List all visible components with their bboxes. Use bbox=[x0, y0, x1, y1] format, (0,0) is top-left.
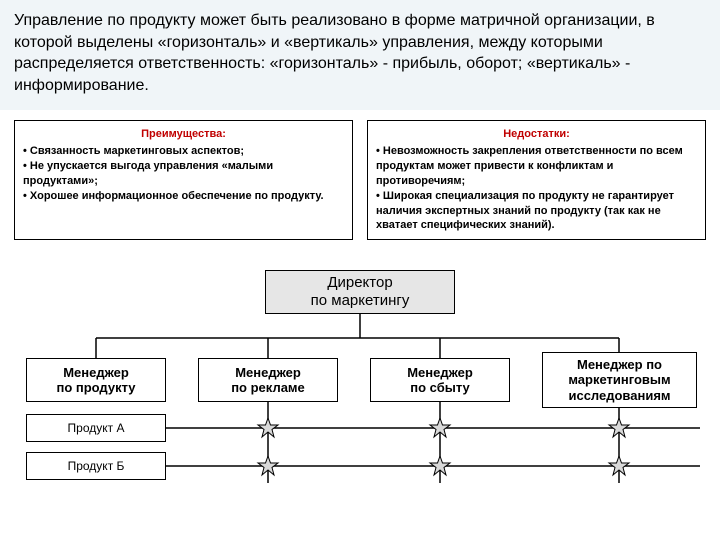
list-item: Хорошее информационное обеспечение по пр… bbox=[23, 189, 344, 204]
product-label: Продукт Б bbox=[68, 459, 125, 473]
manager-label: Менеджер по сбыту bbox=[407, 365, 473, 396]
list-item: Связанность маркетинговых аспектов; bbox=[23, 144, 344, 159]
star-icon bbox=[258, 418, 629, 475]
director-box: Директор по маркетингу bbox=[265, 270, 455, 314]
manager-box: Менеджер по продукту bbox=[26, 358, 166, 402]
manager-box: Менеджер по сбыту bbox=[370, 358, 510, 402]
advantages-list: Связанность маркетинговых аспектов; Не у… bbox=[23, 144, 344, 203]
advantages-box: Преимущества Связанность маркетинговых а… bbox=[14, 120, 353, 240]
disadvantages-title: Недостатки bbox=[376, 127, 697, 142]
disadvantages-box: Недостатки Невозможность закрепления отв… bbox=[367, 120, 706, 240]
list-item: Широкая специализация по продукту не гар… bbox=[376, 189, 697, 234]
manager-label: Менеджер по рекламе bbox=[231, 365, 305, 396]
pros-cons-row: Преимущества Связанность маркетинговых а… bbox=[0, 110, 720, 240]
manager-label: Менеджер по продукту bbox=[56, 365, 135, 396]
product-label: Продукт А bbox=[68, 421, 125, 435]
product-box: Продукт А bbox=[26, 414, 166, 442]
org-chart: Директор по маркетингу Менеджер по проду… bbox=[0, 258, 720, 518]
manager-box: Менеджер по рекламе bbox=[198, 358, 338, 402]
product-box: Продукт Б bbox=[26, 452, 166, 480]
header-band: Управление по продукту может быть реализ… bbox=[0, 0, 720, 110]
list-item: Невозможность закрепления ответственност… bbox=[376, 144, 697, 189]
list-item: Не упускается выгода управления «малыми … bbox=[23, 159, 344, 189]
manager-box: Менеджер по маркетинговым исследованиям bbox=[542, 352, 697, 408]
manager-label: Менеджер по маркетинговым исследованиям bbox=[547, 357, 692, 404]
disadvantages-list: Невозможность закрепления ответственност… bbox=[376, 144, 697, 233]
advantages-title: Преимущества bbox=[23, 127, 344, 142]
header-paragraph: Управление по продукту может быть реализ… bbox=[14, 10, 706, 96]
director-label: Директор по маркетингу bbox=[311, 274, 410, 312]
